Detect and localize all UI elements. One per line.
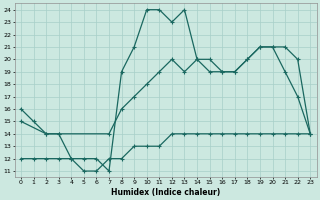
X-axis label: Humidex (Indice chaleur): Humidex (Indice chaleur) bbox=[111, 188, 220, 197]
